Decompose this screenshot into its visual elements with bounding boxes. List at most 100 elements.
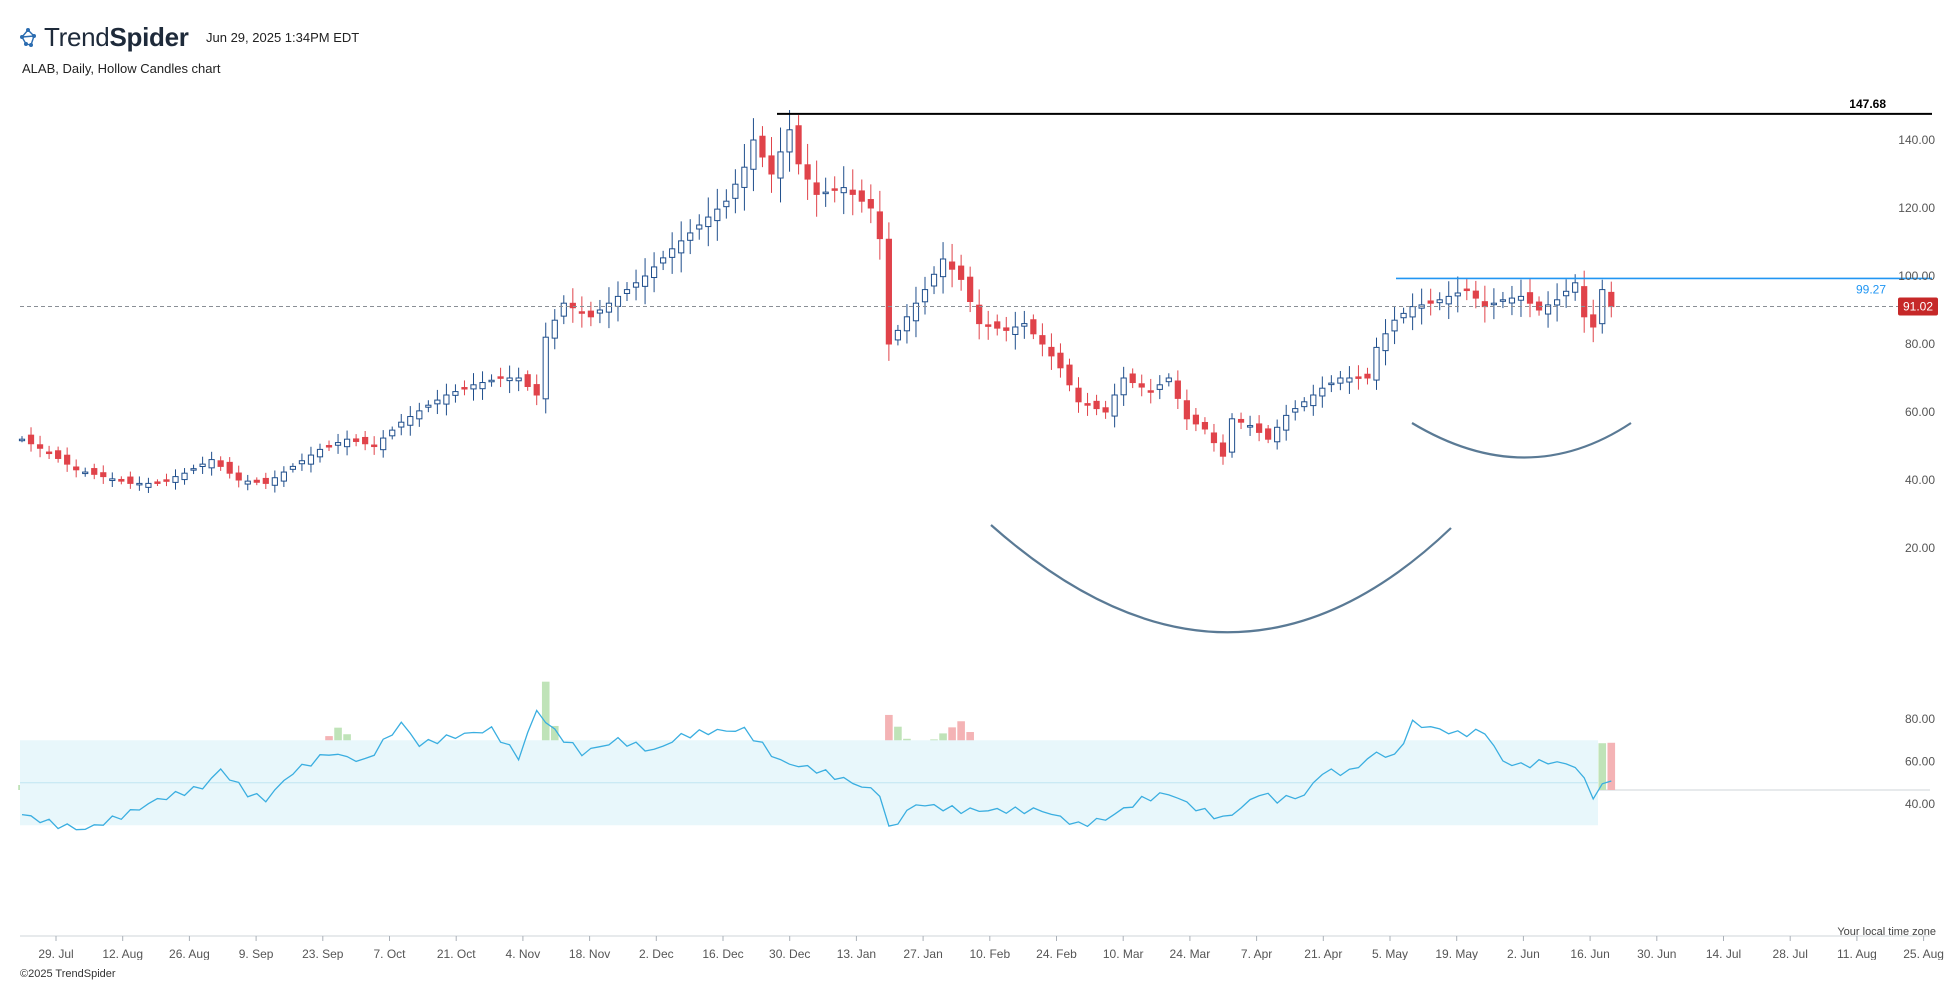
candle-body <box>1499 299 1507 302</box>
candle-body <box>1283 414 1290 431</box>
candle-body <box>660 257 667 264</box>
candle-body <box>1472 290 1479 299</box>
x-axis-tick: 24. Mar <box>1170 947 1211 960</box>
candle-body <box>1265 428 1272 440</box>
candle-body <box>912 302 920 322</box>
brand-name-light: Trend <box>44 22 110 52</box>
x-axis-tick: 25. Aug <box>1903 947 1944 960</box>
candle-body <box>1590 314 1597 328</box>
annotations <box>990 422 1632 634</box>
candle-body <box>325 445 333 448</box>
candle-body <box>903 316 911 332</box>
candle-body <box>976 304 983 325</box>
chart-timestamp: Jun 29, 2025 1:34PM EDT <box>206 30 360 45</box>
candle-body <box>1156 384 1163 390</box>
candle-body <box>930 273 938 287</box>
candle-body <box>587 310 594 318</box>
candle-body <box>1274 426 1281 443</box>
candle-body <box>533 384 540 396</box>
candle-body <box>1581 286 1588 318</box>
candle-body <box>714 208 721 222</box>
x-axis-tick: 7. Oct <box>373 947 406 960</box>
candle-body <box>100 472 107 478</box>
candle-body <box>1391 319 1398 332</box>
candle-body <box>1319 387 1326 397</box>
candle-body <box>136 482 143 486</box>
candle-body <box>1301 401 1308 408</box>
candle-body <box>1526 292 1534 304</box>
candle-body <box>64 454 71 465</box>
last-price-label: 91.02 <box>1903 300 1933 314</box>
candle-body <box>1192 414 1200 425</box>
volume-bar <box>1607 742 1616 790</box>
candle-body <box>515 377 522 382</box>
candle-body <box>470 384 477 390</box>
candle-body <box>876 211 883 240</box>
candle-body <box>1003 327 1010 331</box>
x-axis-tick: 16. Jun <box>1570 947 1609 960</box>
x-axis-tick: 21. Apr <box>1304 947 1342 960</box>
candle-body <box>840 187 847 194</box>
candle-body <box>181 472 188 481</box>
x-axis-tick: 21. Oct <box>437 947 476 960</box>
candle-body <box>389 429 396 437</box>
candle-body <box>1490 302 1497 306</box>
candle-body <box>443 394 450 405</box>
price-axis-tick: 40.00 <box>1905 473 1935 487</box>
candle-body <box>1608 291 1615 308</box>
candle-body <box>18 438 26 442</box>
x-axis-tick: 14. Jul <box>1706 947 1741 960</box>
candle-body <box>172 476 179 483</box>
price-axis-tick: 140.00 <box>1898 133 1935 147</box>
candle-body <box>623 289 631 294</box>
candle-body <box>1355 376 1362 379</box>
candle-body <box>858 190 865 202</box>
rsi-axis-tick: 80.00 <box>1905 712 1935 726</box>
candle-body <box>27 434 35 445</box>
candle-body <box>569 302 576 309</box>
candle-body <box>750 139 757 170</box>
candle-body <box>226 461 233 474</box>
candle-body <box>985 324 992 327</box>
candle-body <box>434 399 441 405</box>
candle-body <box>398 421 405 428</box>
candle-body <box>45 451 53 455</box>
candle-body <box>199 463 206 468</box>
candle-body <box>1219 442 1227 457</box>
x-axis-tick: 10. Mar <box>1103 947 1144 960</box>
x-axis-tick: 29. Jul <box>38 947 73 960</box>
candle-body <box>831 188 838 191</box>
candle-body <box>235 472 242 481</box>
candle-body <box>1012 326 1019 335</box>
candle-body <box>118 478 125 482</box>
candle-body <box>1147 390 1154 393</box>
x-axis-tick: 27. Jan <box>903 947 942 960</box>
candle-body <box>1292 408 1299 413</box>
rsi-line <box>21 709 1612 831</box>
candle-body <box>262 477 269 484</box>
resistance-label: 99.27 <box>1856 282 1886 296</box>
candle-body <box>696 224 703 230</box>
candle-body <box>36 444 44 449</box>
candles <box>18 110 1615 493</box>
rsi-panel <box>20 709 1612 831</box>
chart-header: TrendSpider Jun 29, 2025 1:34PM EDT ALAB… <box>0 0 1950 80</box>
x-axis-tick: 7. Apr <box>1241 947 1272 960</box>
x-axis-tick: 16. Dec <box>702 947 743 960</box>
candle-body <box>425 404 432 408</box>
candle-body <box>1183 400 1190 420</box>
candle-body <box>1138 383 1145 388</box>
cup-arc-large <box>990 524 1452 634</box>
x-axis-tick: 12. Aug <box>102 947 143 960</box>
candle-body <box>452 391 459 396</box>
candle-body <box>353 438 360 442</box>
candle-body <box>885 238 892 345</box>
candle-body <box>1544 304 1552 315</box>
candle-body <box>154 481 161 484</box>
candle-body <box>822 191 829 195</box>
x-axis-tick: 4. Nov <box>506 947 541 960</box>
candle-body <box>145 482 152 488</box>
copyright: ©2025 TrendSpider <box>20 968 116 980</box>
rsi-axis-tick: 40.00 <box>1905 797 1935 811</box>
